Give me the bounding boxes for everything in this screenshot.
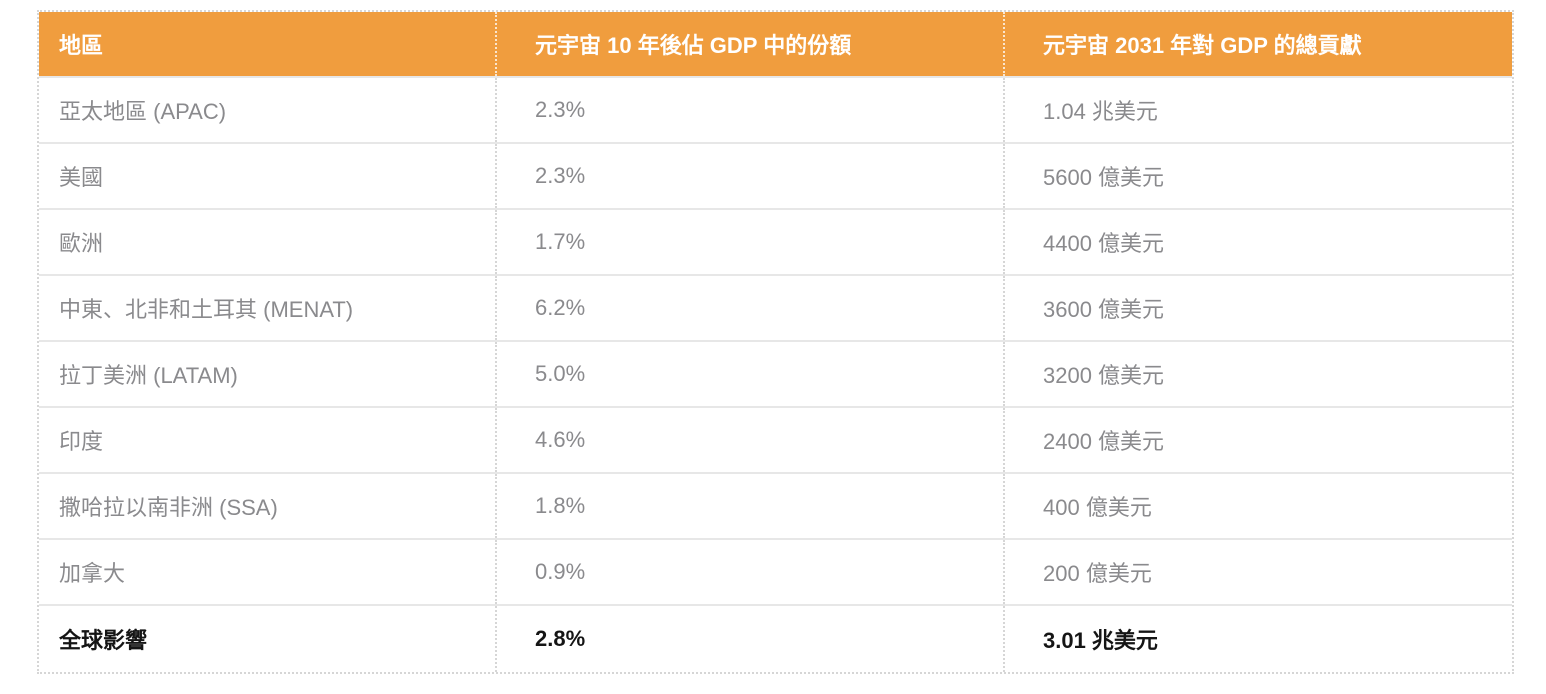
region-cell: 全球影響 bbox=[59, 628, 148, 653]
gdp-contribution-cell: 200 億美元 bbox=[1003, 540, 1512, 604]
region-cell: 亞太地區 (APAC) bbox=[59, 99, 227, 124]
gdp-share-cell: 2.3% bbox=[495, 144, 1003, 208]
gdp-share-cell: 4.6% bbox=[495, 408, 1003, 472]
metaverse-gdp-table: 地區 元宇宙 10 年後佔 GDP 中的份額 元宇宙 2031 年對 GDP 的… bbox=[37, 10, 1514, 674]
table-row: 亞太地區 (APAC) 2.3% 1.04 兆美元 bbox=[39, 78, 1512, 144]
table-row: 歐洲 1.7% 4400 億美元 bbox=[39, 210, 1512, 276]
gdp-contribution-cell: 5600 億美元 bbox=[1003, 144, 1512, 208]
region-cell: 拉丁美洲 (LATAM) bbox=[59, 363, 238, 388]
table-row: 全球影響 2.8% 3.01 兆美元 bbox=[39, 606, 1512, 672]
gdp-share-cell: 6.2% bbox=[495, 276, 1003, 340]
gdp-share-cell: 0.9% bbox=[495, 540, 1003, 604]
region-cell: 印度 bbox=[59, 429, 104, 454]
gdp-contribution-cell: 3.01 兆美元 bbox=[1003, 606, 1512, 672]
region-cell: 歐洲 bbox=[59, 231, 104, 256]
gdp-contribution-cell: 3600 億美元 bbox=[1003, 276, 1512, 340]
gdp-contribution-cell: 1.04 兆美元 bbox=[1003, 78, 1512, 142]
table-row: 撒哈拉以南非洲 (SSA) 1.8% 400 億美元 bbox=[39, 474, 1512, 540]
gdp-contribution-cell: 3200 億美元 bbox=[1003, 342, 1512, 406]
gdp-share-cell: 1.8% bbox=[495, 474, 1003, 538]
column-header-gdp-share: 元宇宙 10 年後佔 GDP 中的份額 bbox=[495, 12, 1003, 76]
table-row: 拉丁美洲 (LATAM) 5.0% 3200 億美元 bbox=[39, 342, 1512, 408]
table-body: 亞太地區 (APAC) 2.3% 1.04 兆美元 美國 2.3% 5600 億… bbox=[39, 78, 1512, 672]
table-row: 加拿大 0.9% 200 億美元 bbox=[39, 540, 1512, 606]
column-header-gdp-contribution: 元宇宙 2031 年對 GDP 的總貢獻 bbox=[1003, 12, 1512, 76]
region-cell: 撒哈拉以南非洲 (SSA) bbox=[59, 495, 278, 520]
table-header-row: 地區 元宇宙 10 年後佔 GDP 中的份額 元宇宙 2031 年對 GDP 的… bbox=[39, 12, 1512, 78]
table-row: 中東、北非和土耳其 (MENAT) 6.2% 3600 億美元 bbox=[39, 276, 1512, 342]
gdp-contribution-cell: 4400 億美元 bbox=[1003, 210, 1512, 274]
gdp-share-cell: 2.3% bbox=[495, 78, 1003, 142]
region-cell: 美國 bbox=[59, 165, 104, 190]
table-row: 印度 4.6% 2400 億美元 bbox=[39, 408, 1512, 474]
gdp-share-cell: 2.8% bbox=[495, 606, 1003, 672]
gdp-share-cell: 5.0% bbox=[495, 342, 1003, 406]
gdp-share-cell: 1.7% bbox=[495, 210, 1003, 274]
table-row: 美國 2.3% 5600 億美元 bbox=[39, 144, 1512, 210]
region-cell: 加拿大 bbox=[59, 561, 126, 586]
gdp-contribution-cell: 2400 億美元 bbox=[1003, 408, 1512, 472]
gdp-contribution-cell: 400 億美元 bbox=[1003, 474, 1512, 538]
region-cell: 中東、北非和土耳其 (MENAT) bbox=[59, 297, 354, 322]
column-header-region: 地區 bbox=[59, 33, 104, 58]
